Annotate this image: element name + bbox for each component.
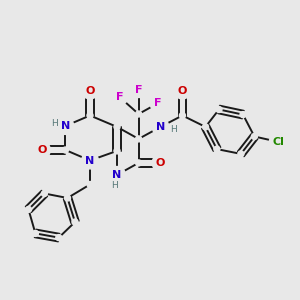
Circle shape [136,160,142,166]
Circle shape [114,148,120,154]
Text: O: O [178,85,187,96]
Circle shape [251,134,257,140]
Circle shape [56,235,62,241]
Circle shape [214,146,220,152]
Circle shape [57,118,74,134]
Circle shape [240,112,246,118]
Circle shape [136,136,142,142]
Text: N: N [61,121,70,131]
Circle shape [41,190,47,196]
Circle shape [114,124,120,130]
Circle shape [202,124,208,130]
Text: H: H [111,181,117,190]
Circle shape [26,206,32,212]
Text: F: F [154,98,161,109]
Circle shape [152,118,169,135]
Text: O: O [85,85,95,96]
Text: F: F [135,85,142,95]
Text: O: O [156,158,165,168]
Circle shape [216,106,222,112]
Circle shape [238,151,244,157]
Circle shape [179,112,185,118]
Circle shape [87,182,93,188]
Circle shape [131,82,146,98]
Circle shape [34,142,50,158]
Circle shape [82,82,98,99]
Circle shape [152,154,169,171]
Circle shape [136,111,142,117]
Circle shape [32,230,38,236]
Text: O: O [37,145,47,155]
Circle shape [72,219,78,225]
Text: N: N [85,155,94,166]
Circle shape [82,152,98,169]
Circle shape [87,112,93,118]
Text: H: H [51,118,57,127]
Text: H: H [170,125,176,134]
Circle shape [174,82,191,99]
Circle shape [109,167,125,183]
Text: F: F [116,92,124,103]
Circle shape [62,147,68,153]
Text: N: N [112,170,122,180]
Circle shape [269,133,287,151]
Circle shape [64,195,70,201]
Text: Cl: Cl [272,137,284,147]
Text: N: N [156,122,165,132]
Circle shape [112,90,128,105]
Circle shape [150,96,165,111]
